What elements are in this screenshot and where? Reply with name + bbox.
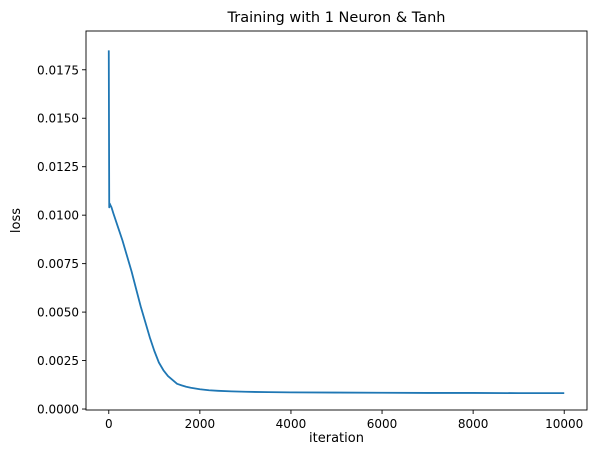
x-tick-label: 6000: [367, 417, 398, 431]
y-tick-label: 0.0125: [37, 160, 79, 174]
x-tick-label: 2000: [185, 417, 216, 431]
chart-title: Training with 1 Neuron & Tanh: [227, 10, 446, 26]
y-axis-title: loss: [9, 208, 24, 233]
x-tick-label: 0: [105, 417, 113, 431]
plot-area: 0 2000 4000 6000 8000 10000 0.0000 0.0025 0.0050…: [37, 30, 588, 431]
x-tick-label: 8000: [458, 417, 489, 431]
y-tick-label: 0.0025: [37, 354, 79, 368]
y-tick-label: 0.0175: [37, 63, 79, 77]
plot-frame: [85, 30, 588, 411]
x-tick-label: 10000: [545, 417, 583, 431]
y-tick-label: 0.0000: [37, 403, 79, 417]
series-line-0: [107, 50, 565, 395]
y-tick-label: 0.0100: [37, 209, 79, 223]
y-tick-label: 0.0050: [37, 306, 79, 320]
y-tick-label: 0.0075: [37, 257, 79, 271]
x-axis-title: iteration: [309, 431, 364, 446]
x-tick-label: 4000: [276, 417, 307, 431]
y-tick-label: 0.0150: [37, 112, 79, 126]
